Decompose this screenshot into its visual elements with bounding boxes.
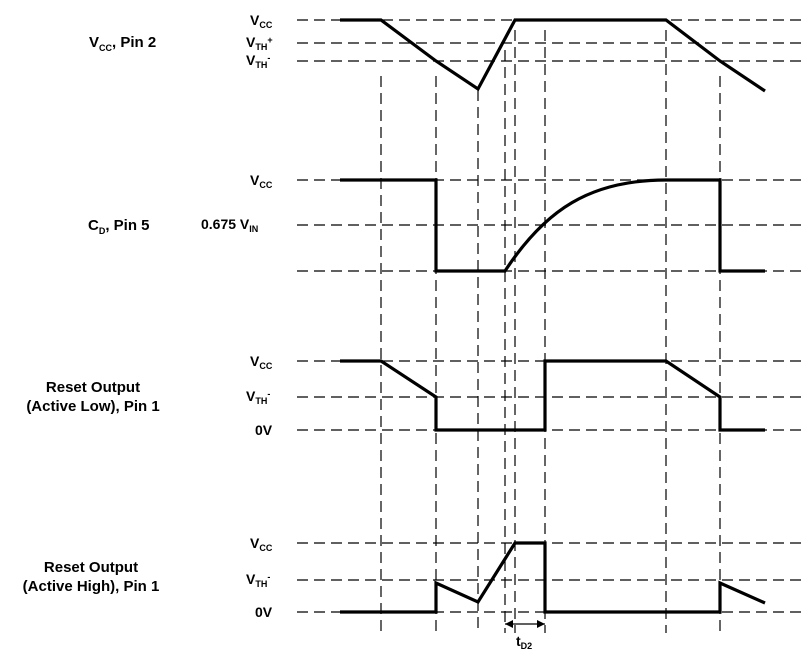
level-lines	[297, 19, 807, 613]
signal-label-reset-high-line2: (Active High), Pin 1	[23, 578, 160, 595]
time-lines	[380, 30, 721, 633]
level-label-vcc-reset-high: VCC	[250, 535, 273, 553]
level-label-vthplus-pin2: VTH+	[246, 34, 273, 52]
level-label-vth-reset-low: VTH-	[246, 388, 270, 406]
level-label-mid-pin5: 0.675 VIN	[201, 216, 258, 234]
waveform-vcc-pin2	[340, 18, 766, 93]
signal-label-reset-low-line2: (Active Low), Pin 1	[26, 398, 159, 415]
level-label-vcc-pin5: VCC	[250, 172, 273, 190]
signal-label-vcc-pin2: VCC, Pin 2	[89, 34, 156, 53]
level-label-vthminus-pin2: VTH-	[246, 52, 270, 70]
waveform-reset-active-low	[340, 359, 765, 432]
td2-marker: tD2	[505, 620, 545, 651]
level-label-vcc-pin2: VCC	[250, 12, 273, 30]
td2-arrowhead-left	[505, 620, 513, 628]
level-label-vth-reset-high: VTH-	[246, 571, 270, 589]
level-label-0v-reset-high: 0V	[255, 604, 273, 620]
level-label-vcc-reset-low: VCC	[250, 353, 273, 371]
waveform-reset-active-high	[340, 541, 766, 614]
signal-label-reset-high-line1: Reset Output	[44, 559, 138, 576]
td2-label: tD2	[516, 633, 532, 651]
signal-label-reset-low-line1: Reset Output	[46, 379, 140, 396]
level-label-0v-reset-low: 0V	[255, 422, 273, 438]
td2-arrowhead-right	[537, 620, 545, 628]
waveform-cd-pin5	[340, 178, 765, 273]
signal-label-cd-pin5: CD, Pin 5	[88, 217, 150, 236]
